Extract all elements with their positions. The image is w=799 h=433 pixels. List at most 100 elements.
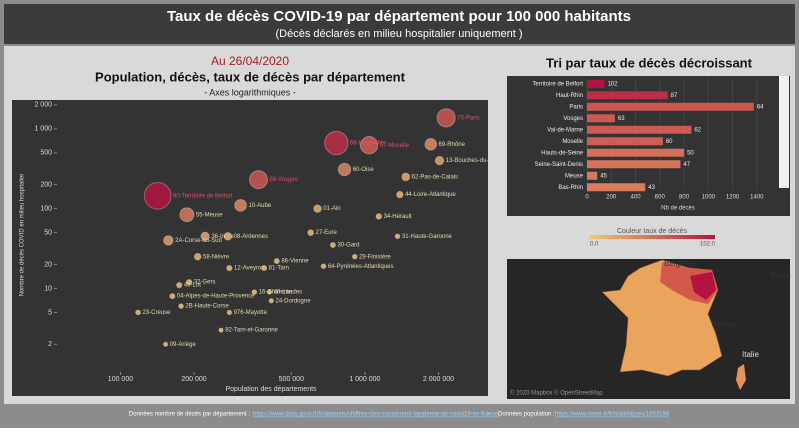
bar-rate-label: 64	[757, 104, 764, 110]
category-label: Meuse	[565, 173, 584, 179]
point	[313, 204, 322, 213]
point-label: 86-Vienne	[281, 259, 309, 265]
point-label: 46-Lot	[184, 283, 201, 289]
point-label: 34-Hérault	[384, 214, 412, 220]
point-label: 82-Tarn-et-Garonne	[225, 328, 278, 334]
point	[135, 309, 141, 316]
point	[394, 233, 401, 240]
point-label: 29-Finistère	[359, 254, 391, 260]
point-label: 23-Creuse	[142, 310, 171, 316]
point	[273, 258, 280, 265]
point-label: 88-Vosges	[269, 177, 297, 183]
footer-text: Données nombre de décès par département …	[129, 412, 250, 418]
point	[329, 241, 336, 249]
y-tick-label: 200	[40, 181, 52, 188]
x-tick-label: 1 000 000	[349, 376, 380, 383]
footer-separator: -	[488, 412, 490, 418]
point	[200, 231, 210, 242]
scatter-title: Population, décès, taux de décès par dép…	[95, 69, 406, 84]
alsace-region	[690, 272, 716, 300]
point	[268, 298, 275, 304]
bar	[587, 102, 754, 111]
y-tick-label: 5	[48, 309, 52, 316]
point-label: 40-Landes	[274, 290, 302, 296]
map-label: Belgique	[664, 259, 696, 268]
footer-link[interactable]: https://www.data.gouv.fr/fr/datasets/chi…	[253, 412, 500, 418]
point-label: 09-Ariège	[170, 342, 197, 348]
scatter-chart: 2 000 1 000 500 200 100 50 20 10 5 2 100 000 200 00…	[20, 102, 507, 393]
point-label: 31-Haute-Garonne	[402, 234, 453, 240]
bar	[587, 183, 646, 192]
point	[266, 289, 273, 295]
point	[185, 278, 193, 286]
color-legend: 0.0 102.0	[590, 242, 716, 248]
color-legend-label: 0.0	[590, 242, 599, 248]
point	[337, 162, 352, 177]
bar-panel	[507, 76, 790, 216]
bar	[587, 137, 663, 146]
point-label: 10-Aube	[248, 203, 271, 209]
point	[176, 281, 183, 289]
point	[193, 252, 202, 261]
point	[163, 235, 174, 246]
point-label: 2B-Haute-Corse	[185, 304, 229, 310]
y-tick-label: 2	[48, 341, 52, 348]
y-tick-label: 100	[40, 205, 52, 212]
y-tick-label: 1 000	[34, 126, 52, 133]
point	[223, 232, 233, 241]
point	[351, 253, 358, 260]
point-label: 32-Gers	[194, 280, 216, 286]
x-tick-label: 1000	[702, 195, 716, 201]
y-tick-label: 2 000	[34, 102, 52, 109]
point-label: 68-Haut-Rhin	[350, 141, 386, 147]
point-label: 36-Indre	[211, 234, 234, 240]
category-label: Territoire de Belfort	[532, 81, 583, 87]
scatter-subtitle: - Axes logarithmiques -	[204, 87, 296, 97]
point-label: 16-Charente	[259, 290, 293, 296]
point	[261, 265, 268, 272]
footer-link[interactable]: https://www.insee.fr/fr/statistiques/189…	[555, 412, 670, 418]
point-label: 08-Ardennes	[234, 234, 268, 240]
y-tick-label: 500	[40, 150, 52, 157]
map-label: Italie	[742, 350, 759, 359]
x-tick-label: 200 000	[181, 376, 206, 383]
bar-rate-label: 50	[687, 150, 694, 156]
x-tick-label: 0	[585, 195, 589, 201]
color-legend-title: Couleur taux de décès	[617, 228, 688, 235]
bar-rate-label: 63	[618, 116, 625, 122]
y-tick-label: 20	[44, 261, 52, 268]
map-attribution: © 2020 Mapbox © OpenStreetMap	[510, 390, 603, 397]
point-label: 12-Aveyron	[234, 266, 265, 272]
bar-rate-label: 87	[671, 93, 678, 99]
footer: Données nombre de décès par département …	[129, 412, 670, 418]
point	[375, 213, 383, 220]
y-axis-label: Nombre de décès COVID en milieu hospital…	[20, 174, 26, 297]
point	[307, 229, 315, 237]
point	[324, 130, 349, 156]
scrollbar[interactable]	[779, 76, 789, 188]
footer-text: Données population :	[498, 412, 555, 418]
point-label: 976-Mayotte	[234, 310, 268, 316]
category-label: Bas-Rhin	[558, 185, 583, 191]
category-label: Vosges	[563, 116, 583, 122]
bar-rate-label: 45	[600, 173, 607, 179]
point-label: 62-Pas-de-Calais	[412, 174, 458, 180]
point-label: 60-Oise	[353, 167, 375, 173]
x-axis-label: Population des départements	[225, 386, 317, 393]
category-label: Val-de-Marne	[547, 127, 584, 133]
point	[434, 155, 445, 166]
point-label: 2A-Corse-du-Sud	[175, 238, 222, 244]
point	[436, 108, 456, 128]
x-tick-label: 600	[655, 195, 666, 201]
point	[320, 263, 327, 270]
point	[248, 170, 268, 190]
point	[179, 207, 195, 223]
corsica	[736, 364, 746, 390]
point-label: 75-Paris	[457, 115, 479, 121]
point-label: 64-Pyrénées-Atlantiques	[328, 264, 394, 270]
bar-chart: 0 200 400 600 800 1000 1200 1400 Nb de décès Terr…	[532, 78, 764, 212]
bar-rate-label: 43	[648, 185, 655, 191]
category-label: Paris	[569, 104, 583, 110]
point-label: 44-Loire-Atlantique	[405, 192, 456, 198]
